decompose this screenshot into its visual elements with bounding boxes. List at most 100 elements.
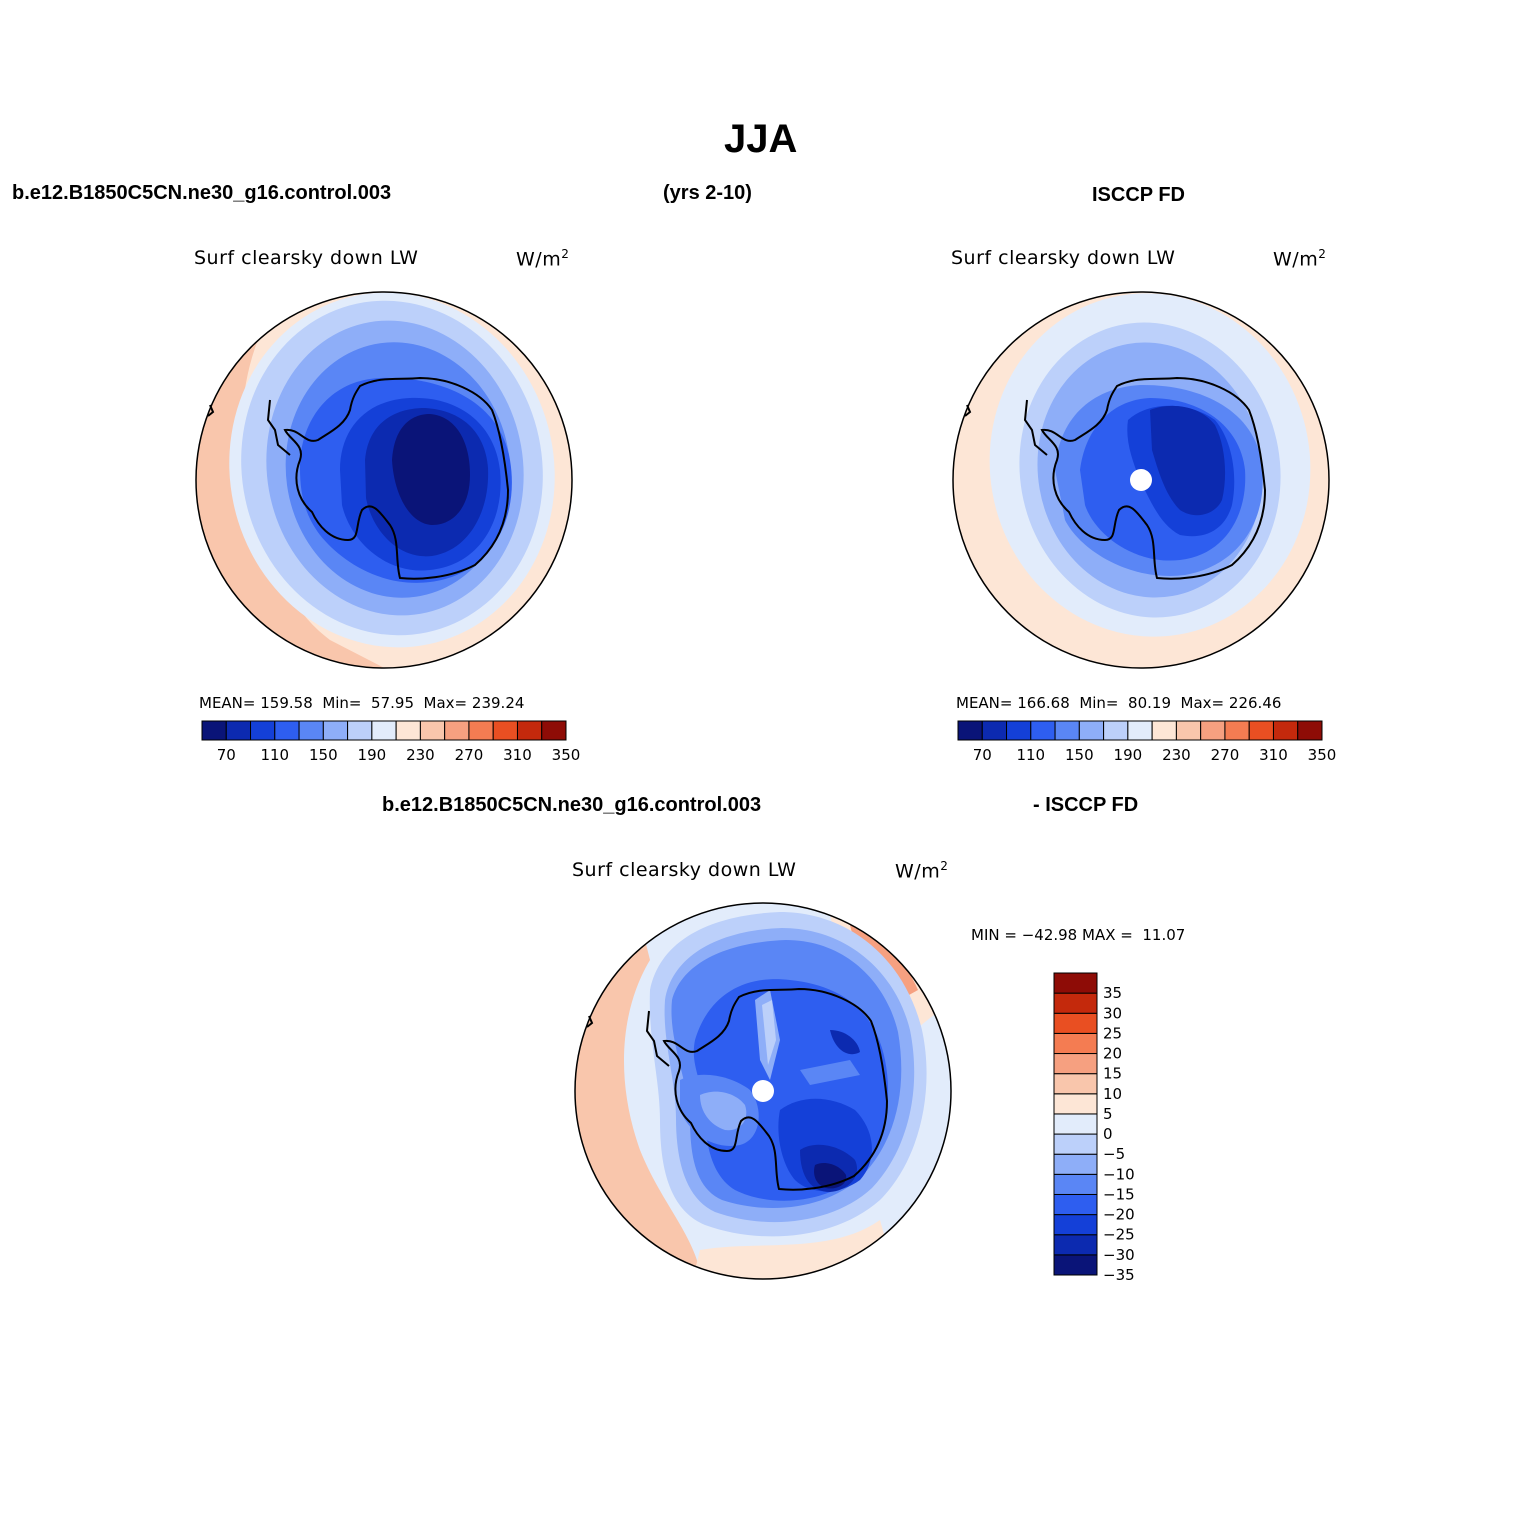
diff-colorbar-tick-label: 5 (1103, 1105, 1113, 1123)
obs-colorbar-tick-label: 350 (1308, 746, 1337, 764)
model-colorbar-box (468, 720, 494, 741)
model-colorbar-box (225, 720, 252, 741)
obs-min-label: Min= (1079, 694, 1119, 712)
obs-panel-units: W/m2 (1273, 247, 1327, 271)
diff-colorbar-box (1053, 1214, 1098, 1236)
model-colorbar-box (298, 720, 324, 741)
diff-min-value: −42.98 (1021, 926, 1078, 944)
obs-min-value: 80.19 (1128, 694, 1171, 712)
diff-map-border (574, 902, 952, 1280)
obs-mean-label: MEAN= (956, 694, 1013, 712)
model-colorbar-tick-label: 150 (309, 746, 338, 764)
obs-max-label: Max= (1180, 694, 1225, 712)
diff-colorbar-tick-label: 20 (1103, 1045, 1122, 1063)
diff-colorbar-tick-label: 35 (1103, 984, 1122, 1002)
model-colorbar-tick-label: 190 (358, 746, 387, 764)
obs-colorbar-box (1127, 720, 1153, 741)
model-mean-value: 159.58 (260, 694, 313, 712)
obs-colorbar-box (1248, 720, 1274, 741)
diff-colorbar-box (1053, 1173, 1098, 1195)
diff-panel-units: W/m2 (895, 859, 949, 883)
years-header: (yrs 2-10) (663, 182, 752, 204)
model-colorbar-box (419, 720, 446, 741)
diff-colorbar-box (1053, 1254, 1098, 1276)
obs-pole-hole (1130, 469, 1152, 491)
model-min-value: 57.95 (371, 694, 414, 712)
obs-colorbar-box (1272, 720, 1299, 741)
diff-colorbar-tick-label: 10 (1103, 1085, 1122, 1103)
model-colorbar-box (516, 720, 543, 741)
diff-contour-neg5-streak-north (762, 1000, 776, 1065)
diff-colorbar-box (1053, 1153, 1098, 1175)
obs-colorbar-tick-label: 310 (1259, 746, 1288, 764)
diff-colorbar-tick-label: −5 (1103, 1145, 1125, 1163)
obs-contour-80 (1150, 405, 1226, 516)
page-title: JJA (724, 117, 798, 161)
model-units-exponent: 2 (561, 247, 570, 261)
diff-contour-neg15-streak-east (800, 1060, 860, 1085)
obs-mean-value: 166.68 (1017, 694, 1070, 712)
obs-colorbar-box (1151, 720, 1177, 741)
diff-colorbar-box (1053, 1234, 1098, 1256)
model-map-border (195, 291, 573, 669)
diff-polar-map (575, 903, 951, 1279)
diff-units-exponent: 2 (940, 859, 949, 873)
obs-colorbar-box (1103, 720, 1129, 741)
diff-max-value: 11.07 (1142, 926, 1186, 944)
diff-colorbar-box (1053, 1113, 1098, 1135)
diff-max-label: MAX = (1082, 926, 1133, 944)
model-colorbar-box (347, 720, 373, 741)
model-panel-title: Surf clearsky down LW (194, 247, 419, 269)
obs-units-exponent: 2 (1318, 247, 1327, 261)
model-colorbar: 70 110 150 190 230 270 310 350 (201, 720, 581, 764)
model-min-label: Min= (322, 694, 362, 712)
diff-colorbar-tick-label: −25 (1103, 1226, 1135, 1244)
model-colorbar-box (322, 720, 349, 741)
diff-colorbar-tick-label: −20 (1103, 1206, 1135, 1224)
diff-colorbar-tick-label: −10 (1103, 1165, 1135, 1183)
obs-colorbar: 70 110 150 190 230 270 310 350 (957, 720, 1337, 764)
diff-contour-neg10-interior (700, 1091, 747, 1131)
model-colorbar-tick-label: 350 (552, 746, 581, 764)
model-colorbar-box (444, 720, 470, 741)
model-mean-label: MEAN= (199, 694, 256, 712)
diff-pole-hole (752, 1080, 774, 1102)
diff-coastline (662, 987, 889, 1191)
diff-colorbar-tick-label: −15 (1103, 1185, 1135, 1203)
model-stats: MEAN= 159.58 Min= 57.95 Max= 239.24 (199, 694, 524, 712)
diff-coastline-peninsula (645, 1010, 670, 1067)
model-colorbar-box (395, 720, 421, 741)
case-name-header: b.e12.B1850C5CN.ne30_g16.control.003 (12, 182, 392, 204)
model-max-value: 239.24 (471, 694, 525, 712)
diff-colorbar-tick-label: −30 (1103, 1246, 1135, 1264)
obs-colorbar-tick-label: 150 (1065, 746, 1094, 764)
diff-colorbar: 35 30 25 20 15 10 5 0 −5 −10 −15 −20 −25 −30 −35 (1053, 972, 1135, 1284)
obs-colorbar-box (1078, 720, 1105, 741)
obs-colorbar-box (957, 720, 983, 741)
diff-contour-neg25-spot (830, 1030, 860, 1055)
diff-colorbar-box (1053, 1133, 1098, 1155)
obs-polar-map (953, 292, 1329, 668)
obs-map-border (952, 291, 1330, 669)
obs-colorbar-tick-label: 270 (1211, 746, 1240, 764)
model-colorbar-box (274, 720, 300, 741)
diff-colorbar-box (1053, 1193, 1098, 1216)
obs-coastline-peninsula (1023, 399, 1048, 456)
obs-name-header: ISCCP FD (1092, 184, 1185, 206)
diff-colorbar-tick-label: −35 (1103, 1266, 1135, 1284)
diff-colorbar-box (1053, 1032, 1098, 1055)
diff-stats: MIN = −42.98 MAX = 11.07 (971, 926, 1185, 944)
model-colorbar-box (541, 720, 567, 741)
diff-colorbar-box (1053, 1053, 1098, 1075)
obs-coastline (1040, 376, 1267, 580)
diff-colorbar-box (1053, 1093, 1098, 1115)
model-colorbar-box (250, 720, 276, 741)
diff-colorbar-tick-label: 0 (1103, 1125, 1113, 1143)
model-colorbar-tick-label: 230 (406, 746, 435, 764)
model-colorbar-box (371, 720, 397, 741)
obs-stats: MEAN= 166.68 Min= 80.19 Max= 226.46 (956, 694, 1281, 712)
model-contour-60 (392, 414, 470, 525)
diff-colorbar-tick-label: 30 (1103, 1004, 1122, 1022)
diff-min-label: MIN = (971, 926, 1017, 944)
